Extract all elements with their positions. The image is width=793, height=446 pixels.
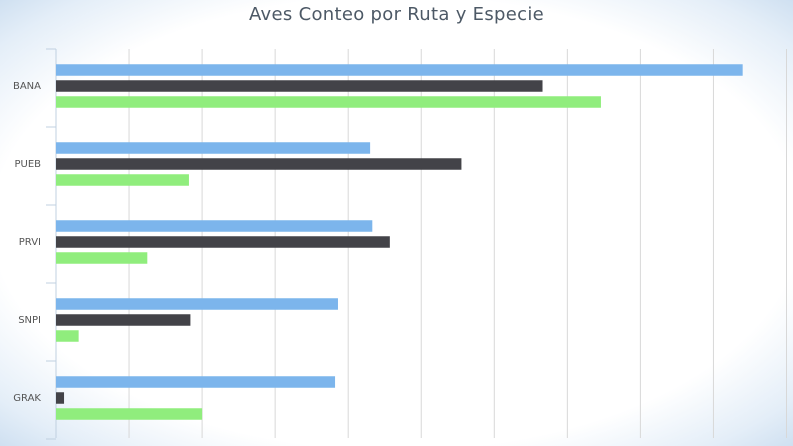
category-label-pueb: PUEB: [14, 159, 41, 170]
bar-prvi-series-2[interactable]: [56, 236, 390, 248]
bar-bana-series-3[interactable]: [56, 96, 601, 108]
bar-grak-series-2[interactable]: [56, 392, 65, 404]
bar-bana-series-2[interactable]: [56, 80, 543, 92]
bar-bana-series-1[interactable]: [56, 64, 743, 76]
bar-prvi-series-1[interactable]: [56, 220, 373, 232]
category-axis: [46, 48, 57, 440]
bar-snpi-series-3[interactable]: [56, 330, 79, 342]
category-labels: BANA PUEB PRVI SNPI GRAK: [13, 81, 41, 404]
category-label-snpi: SNPI: [18, 315, 41, 326]
bar-pueb-series-3[interactable]: [56, 174, 189, 186]
bar-grak-series-1[interactable]: [56, 376, 336, 388]
category-label-prvi: PRVI: [19, 237, 41, 248]
bars: [56, 64, 743, 420]
bar-pueb-series-1[interactable]: [56, 142, 371, 154]
bar-grak-series-3[interactable]: [56, 408, 203, 420]
category-label-bana: BANA: [13, 81, 41, 92]
bar-prvi-series-3[interactable]: [56, 252, 148, 264]
chart-title: Aves Conteo por Ruta y Especie: [248, 4, 544, 25]
bar-snpi-series-1[interactable]: [56, 298, 338, 310]
bar-pueb-series-2[interactable]: [56, 158, 462, 170]
category-label-grak: GRAK: [13, 393, 41, 404]
bar-snpi-series-2[interactable]: [56, 314, 191, 326]
